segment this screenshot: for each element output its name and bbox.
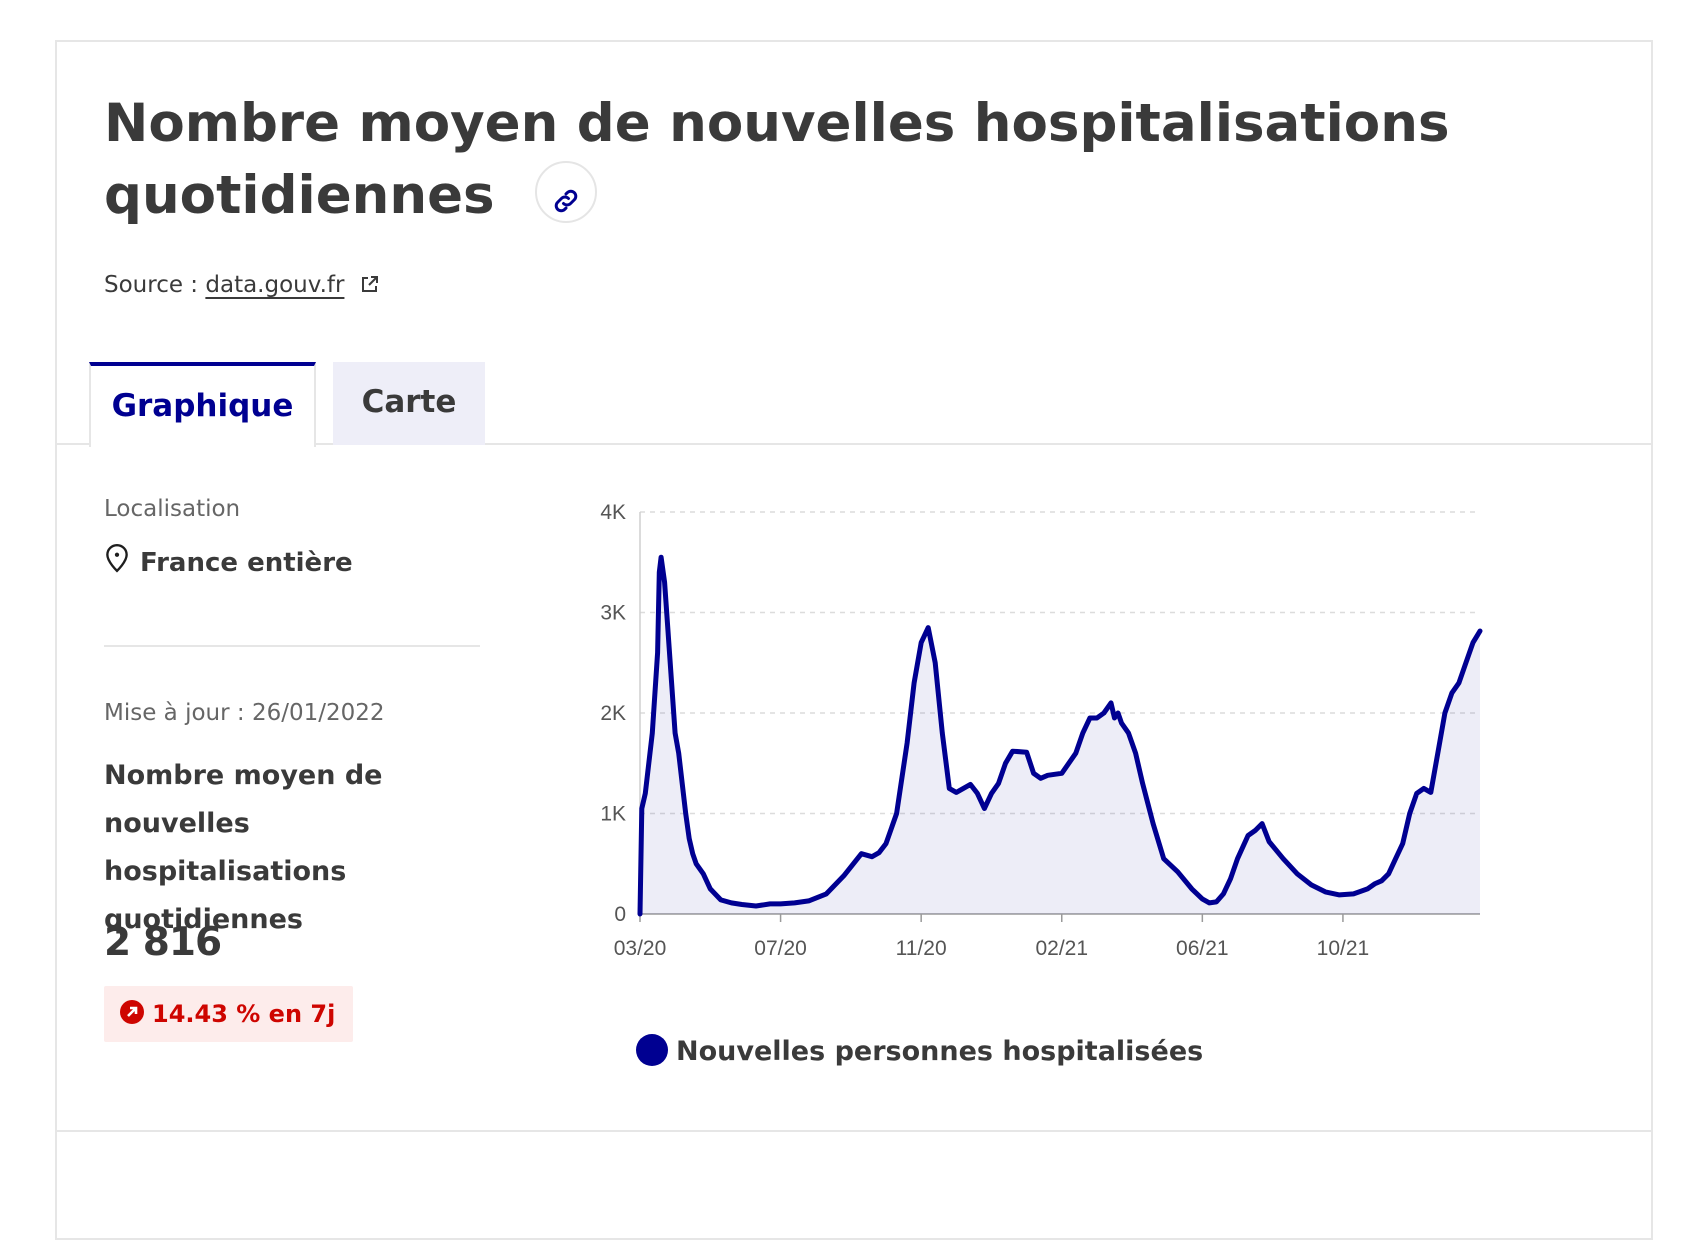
title-line-2: quotidiennes	[104, 165, 495, 226]
source-link[interactable]: data.gouv.fr	[205, 272, 344, 298]
metric-value: 2 816	[104, 920, 222, 965]
source-label: Source :	[104, 272, 199, 298]
location-pin-icon	[106, 543, 128, 572]
y-tick-label: 0	[614, 903, 626, 926]
page-title: Nombre moyen de nouvelles hospitalisatio…	[104, 88, 1504, 232]
trend-badge: 14.43 % en 7j	[104, 986, 354, 1042]
y-tick-label: 2K	[600, 702, 626, 725]
series-area	[640, 557, 1480, 914]
x-tick-label: 07/20	[754, 937, 807, 960]
hospitalisations-chart: 0 1K 2K 3K 4K 03/20 07/20 11/20 02/21 06/21 10/21	[600, 501, 1483, 960]
arrow-up-right-circle-icon	[120, 1000, 144, 1024]
legend-label: Nouvelles personnes hospitalisées	[676, 1036, 1204, 1067]
location-value[interactable]: France entière	[104, 543, 353, 579]
chart-legend: Nouvelles personnes hospitalisées	[636, 1033, 1204, 1069]
trend-badge-text: 14.43 % en 7j	[152, 1000, 336, 1028]
sidebar-divider	[104, 645, 480, 647]
external-link-icon	[361, 275, 378, 292]
update-date: Mise à jour : 26/01/2022	[104, 700, 385, 726]
tab-graphique[interactable]: Graphique	[89, 362, 316, 447]
y-tick-label: 3K	[600, 602, 626, 625]
legend-marker	[636, 1033, 668, 1066]
y-tick-label: 1K	[600, 803, 626, 826]
tabs-divider	[55, 443, 1653, 445]
source-link-text: data.gouv.fr	[205, 272, 345, 298]
link-icon	[554, 190, 578, 213]
tab-carte[interactable]: Carte	[333, 362, 485, 445]
x-tick-label: 11/20	[896, 937, 947, 960]
x-tick-label: 06/21	[1176, 937, 1229, 960]
series-line	[637, 554, 1483, 917]
location-value-text: France entière	[140, 548, 353, 578]
x-tick-label: 10/21	[1317, 937, 1370, 960]
card-bottom-divider	[55, 1130, 1653, 1132]
x-tick-label: 02/21	[1035, 937, 1088, 960]
title-line-1: Nombre moyen de nouvelles hospitalisatio…	[104, 93, 1450, 154]
x-tick-label: 03/20	[614, 937, 667, 960]
location-label: Localisation	[104, 496, 241, 522]
y-tick-label: 4K	[600, 501, 626, 524]
source-line: Source : data.gouv.fr	[104, 272, 380, 298]
copy-link-button[interactable]	[535, 161, 598, 224]
metric-title: Nombre moyen de nouvelles hospitalisatio…	[104, 760, 383, 935]
